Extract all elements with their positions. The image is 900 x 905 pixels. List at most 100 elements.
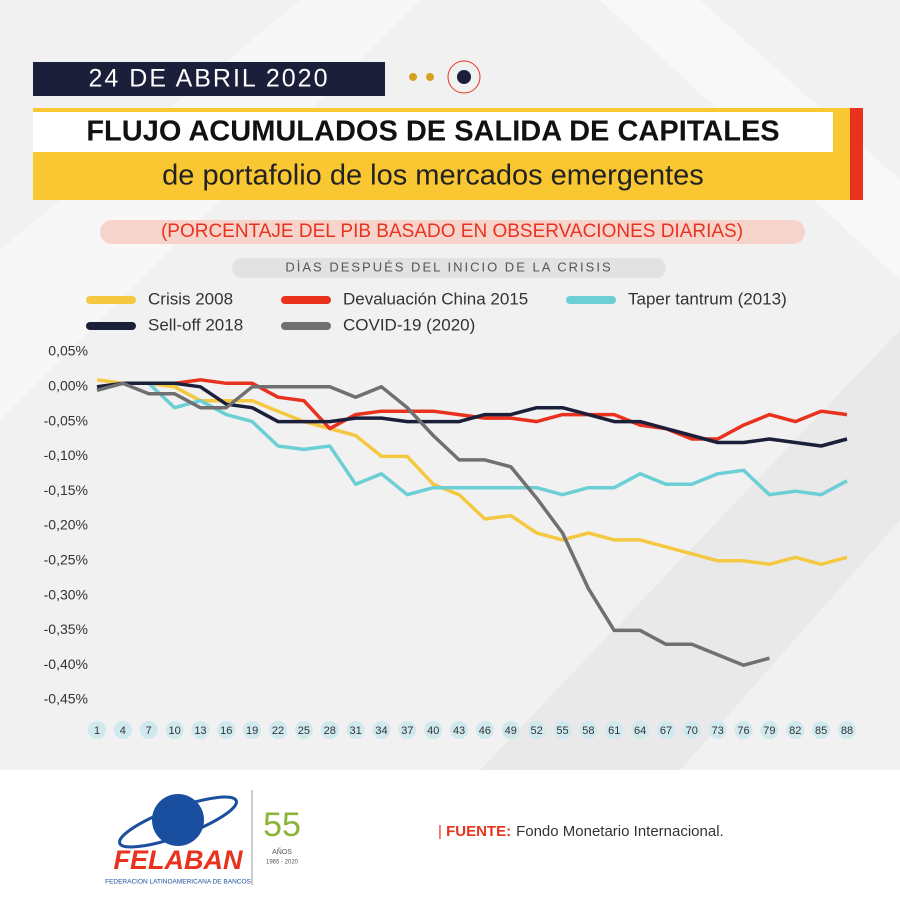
x-tick-marker [631, 721, 650, 739]
y-tick-label: 0,05% [48, 343, 88, 359]
x-tick-marker [656, 721, 675, 739]
x-tick-label: 7 [146, 725, 152, 737]
y-tick-label: -0,20% [44, 517, 88, 533]
x-tick-marker [139, 721, 158, 739]
x-tick-label: 85 [815, 725, 827, 737]
x-tick-label: 73 [712, 725, 724, 737]
x-tick-label: 10 [168, 725, 180, 737]
x-tick-marker [320, 721, 339, 739]
x-tick-label: 76 [737, 725, 749, 737]
y-tick-label: -0,05% [44, 412, 88, 428]
date-box [33, 62, 385, 96]
x-tick-marker [605, 721, 624, 739]
x-tick-label: 25 [298, 725, 310, 737]
source: | FUENTE: Fondo Monetario Internacional. [438, 823, 724, 840]
y-tick-label: -0,40% [44, 656, 88, 672]
chart-title: de portafolio de los mercados emergentes [162, 160, 704, 192]
series-line [96, 381, 848, 497]
x-tick-marker [475, 721, 494, 739]
x-tick-label: 37 [401, 725, 413, 737]
subtitle-bg [100, 220, 805, 244]
series-line [96, 381, 848, 448]
x-tick-label: 40 [427, 725, 439, 737]
x-tick-label: 49 [505, 725, 517, 737]
x-tick-marker [553, 721, 572, 739]
title-accent [850, 108, 863, 200]
dot [457, 70, 471, 84]
title-box [33, 112, 833, 152]
x-tick-label: 34 [375, 725, 387, 737]
x-tick-marker [113, 721, 132, 739]
x-tick-label: 46 [479, 725, 491, 737]
logo: FELABAN FEDERACION LATINOAMERICANA DE BA… [105, 790, 301, 886]
dot [409, 73, 417, 81]
x-tick-marker [165, 721, 184, 739]
x-tick-label: 22 [272, 725, 284, 737]
legend-label: Devaluación China 2015 [343, 289, 528, 308]
dot-ring [447, 60, 481, 94]
x-tick-marker [88, 721, 106, 739]
source-bar: | [438, 823, 446, 840]
legend-label: COVID-19 (2020) [343, 315, 475, 334]
logo-years: 55 [263, 806, 301, 844]
x-tick-label: 43 [453, 725, 465, 737]
x-tick-label: 16 [220, 725, 232, 737]
source-label: FUENTE: [446, 823, 511, 840]
x-tick-marker [838, 721, 856, 739]
x-tick-marker [294, 721, 313, 739]
y-tick-label: -0,45% [44, 691, 88, 707]
x-tick-marker [812, 721, 831, 739]
x-tick-label: 4 [120, 725, 126, 737]
x-tick-marker [450, 721, 469, 739]
x-tick-marker [682, 721, 701, 739]
x-tick-marker [786, 721, 805, 739]
legend-label: Sell-off 2018 [148, 315, 243, 334]
x-tick-label: 19 [246, 725, 258, 737]
y-tick-label: -0,15% [44, 482, 88, 498]
x-tick-label: 28 [324, 725, 336, 737]
y-tick-label: -0,30% [44, 586, 88, 602]
logo-name: FELABAN [114, 845, 243, 875]
series-line [96, 381, 770, 667]
logo-orbit [118, 795, 238, 849]
dot [426, 73, 434, 81]
x-tick-label: 64 [634, 725, 646, 737]
y-tick-label: -0,10% [44, 447, 88, 463]
x-tick-label: 70 [686, 725, 698, 737]
x-tick-label: 31 [349, 725, 361, 737]
x-tick-label: 79 [763, 725, 775, 737]
x-tick-label: 1 [94, 725, 100, 737]
x-label-bg [232, 258, 666, 278]
date: 24 DE ABRIL 2020 [89, 65, 330, 93]
background-shape [480, 330, 900, 770]
x-tick-marker [708, 721, 727, 739]
x-tick-marker [734, 721, 753, 739]
y-tick-label: 0,00% [48, 378, 88, 394]
x-tick-label: 61 [608, 725, 620, 737]
footer-background [0, 770, 900, 900]
x-tick-marker [579, 721, 598, 739]
source-text: Fondo Monetario Internacional. [516, 823, 724, 840]
y-tick-label: -0,35% [44, 621, 88, 637]
x-tick-marker [424, 721, 443, 739]
x-tick-label: 67 [660, 725, 672, 737]
chart-title: FLUJO ACUMULADOS DE SALIDA DE CAPITALES [86, 116, 779, 148]
x-tick-marker [269, 721, 288, 739]
x-tick-marker [217, 721, 236, 739]
x-tick-label: 82 [789, 725, 801, 737]
x-tick-marker [372, 721, 391, 739]
x-axis-title: DÌAS DESPUÉS DEL INICIO DE LA CRISIS [285, 259, 612, 274]
x-tick-marker [398, 721, 417, 739]
legend-label: Taper tantrum (2013) [628, 289, 787, 308]
x-tick-label: 88 [841, 725, 853, 737]
logo-period: 1965 - 2020 [266, 860, 299, 866]
x-tick-label: 52 [531, 725, 543, 737]
x-tick-label: 13 [194, 725, 206, 737]
x-tick-marker [243, 721, 262, 739]
y-tick-label: -0,25% [44, 552, 88, 568]
x-tick-marker [527, 721, 546, 739]
background-shape [0, 0, 420, 420]
x-tick-label: 55 [556, 725, 568, 737]
